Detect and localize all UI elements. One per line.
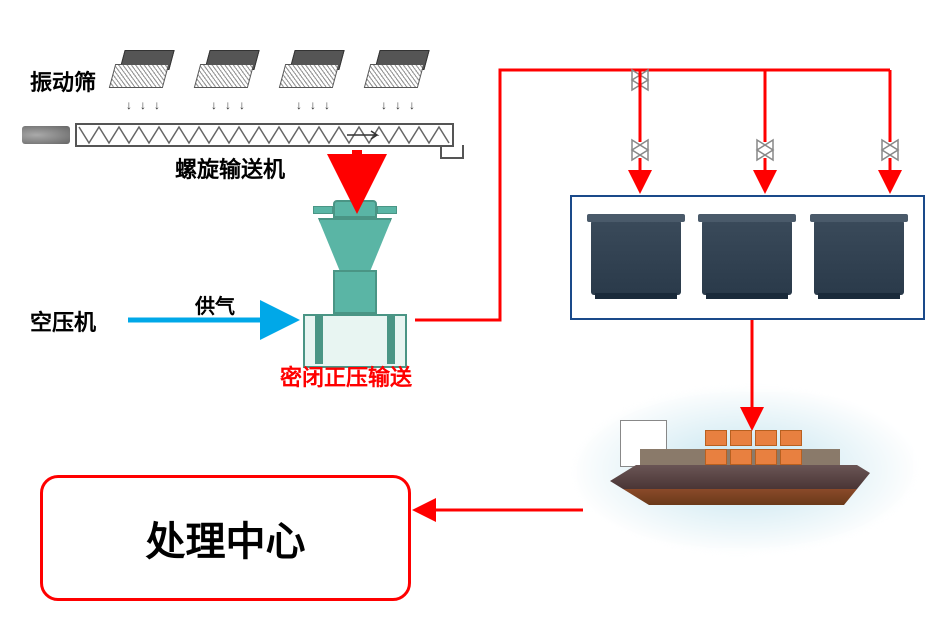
screen-unit [365,50,430,88]
screw-conveyor-label: 螺旋输送机 [175,152,285,184]
valve-icon [882,70,898,188]
container-group [570,195,925,320]
storage-bin [591,220,681,295]
closed-positive-pressure-label: 密闭正压输送 [280,360,412,392]
ship-area [570,385,920,555]
conveyor-motor-icon [22,126,70,144]
air-compressor-label: 空压机 [30,305,96,337]
screen-unit [280,50,345,88]
screw-conveyor [75,123,454,147]
vibrating-screen-label: 振动筛 [30,65,96,97]
valve-icon [757,70,773,188]
conveyor-outlet [440,145,464,159]
processing-center-label: 处理中心 [146,509,306,567]
storage-bin [814,220,904,295]
ship-icon [610,415,870,515]
air-supply-label: 供气 [195,290,235,319]
screen-unit [110,50,175,88]
transport-machine [295,200,415,350]
valve-icon [632,70,648,188]
screen-unit [195,50,260,88]
storage-bin [702,220,792,295]
screen-units [110,50,430,88]
processing-center-box: 处理中心 [40,475,411,601]
